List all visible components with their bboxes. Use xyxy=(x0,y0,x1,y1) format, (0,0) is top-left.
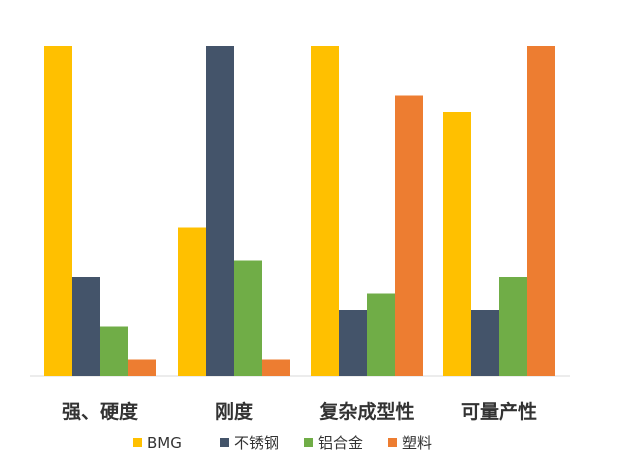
legend-swatch-3 xyxy=(304,438,313,447)
category-labels: 强、硬度 刚度 复杂成型性 可量产性 xyxy=(62,400,537,423)
bar-1-4 xyxy=(443,112,471,376)
bar-3-4 xyxy=(499,277,527,376)
bar-1-1 xyxy=(44,46,72,376)
category-label-2: 刚度 xyxy=(215,400,254,423)
bar-2-4 xyxy=(471,310,499,376)
bar-4-4 xyxy=(527,46,555,376)
bar-2-1 xyxy=(72,277,100,376)
category-label-1: 强、硬度 xyxy=(62,400,139,423)
bar-4-3 xyxy=(395,95,423,376)
bar-4-2 xyxy=(262,359,290,376)
legend-label-3: 铝合金 xyxy=(318,434,363,452)
legend-swatch-1 xyxy=(133,438,142,447)
legend-label-2: 不锈钢 xyxy=(234,434,279,452)
legend-label-4: 塑料 xyxy=(402,434,432,452)
legend-label-1: BMG xyxy=(147,434,182,452)
bar-2-2 xyxy=(206,46,234,376)
bar-4-1 xyxy=(128,359,156,376)
bar-3-3 xyxy=(367,293,395,376)
bar-1-3 xyxy=(311,46,339,376)
category-label-4: 可量产性 xyxy=(461,400,537,423)
legend-swatch-2 xyxy=(220,438,229,447)
legend-swatch-4 xyxy=(388,438,397,447)
legend: BMG 不锈钢 铝合金 塑料 xyxy=(133,434,432,452)
bar-2-3 xyxy=(339,310,367,376)
bar-3-2 xyxy=(234,260,262,376)
bars xyxy=(44,46,555,376)
category-label-3: 复杂成型性 xyxy=(318,400,414,423)
bar-1-2 xyxy=(178,227,206,376)
bar-3-1 xyxy=(100,326,128,376)
